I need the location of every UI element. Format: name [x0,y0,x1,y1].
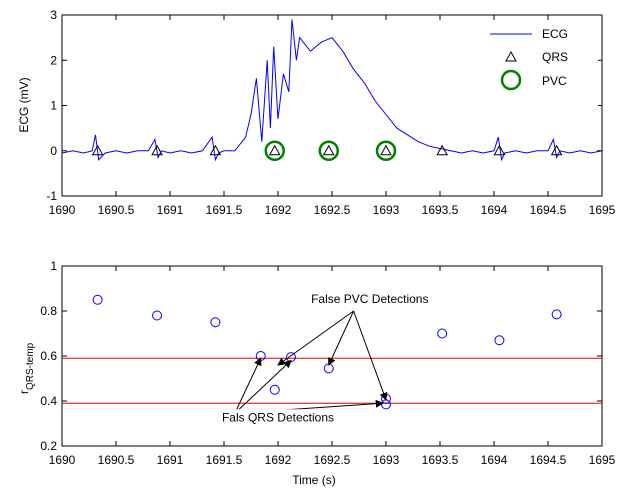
x-tick-label: 1691.5 [206,203,243,217]
y-tick-label: 1 [50,259,57,273]
x-tick-label: 1693.5 [422,203,459,217]
x-tick-label: 1693 [373,453,400,467]
svg-text:rQRS-temp: rQRS-temp [17,342,36,394]
pvc-marker [318,140,340,161]
x-tick-label: 1694 [481,203,508,217]
qrs-marker [209,144,222,156]
y-tick-label: -1 [46,189,57,203]
annotation-arrow [328,310,355,366]
x-tick-label: 1690 [49,203,76,217]
annotation-label: Fals QRS Detections [222,410,334,424]
y-tick-label: 0.8 [40,304,57,318]
annotation-background [219,409,337,426]
pvc-marker [264,140,286,161]
y-tick-label: 0.4 [40,394,57,408]
annotation-arrow [353,310,388,401]
x-tick-label: 1693.5 [422,453,459,467]
legend-pvc-label: PVC [542,74,567,88]
x-tick-label: 1690.5 [98,453,135,467]
qrs-marker [550,144,563,156]
annotation-arrow [234,359,292,414]
correlation-point [551,309,562,320]
y-tick-label: 0.6 [40,349,57,363]
x-tick-label: 1694 [481,453,508,467]
x-tick-label: 1691 [157,453,184,467]
x-tick-label: 1692.5 [314,203,351,217]
pvc-marker [375,140,397,161]
x-tick-label: 1695 [589,203,616,217]
annotation-label: False PVC Detections [311,292,428,306]
qrs-marker [322,144,335,156]
x-tick-label: 1692 [265,203,292,217]
x-tick-label: 1693 [373,203,400,217]
ecg-legend: ECG QRS PVC [482,20,598,112]
correlation-chart: 1690 1690.5 1691 1691.5 1692 1692.5 1693 1693.5… [17,259,616,487]
correlation-point [494,335,505,346]
x-tick-label: 1694.5 [530,203,567,217]
x-tick-label: 1692.5 [314,453,351,467]
ecg-y-axis-label: ECG (mV) [17,77,31,132]
correlation-point [152,310,163,321]
qrs-marker [91,144,104,156]
legend-ecg-label: ECG [542,27,568,41]
qrs-marker [151,144,163,156]
legend-qrs-label: QRS [542,50,568,64]
x-tick-label: 1691.5 [206,453,243,467]
x-tick-label: 1694.5 [530,453,567,467]
legend-qrs-swatch [505,50,517,62]
y-tick-label: 2 [50,53,57,67]
legend-pvc-swatch [500,69,522,91]
annotation-background [309,291,431,308]
ecg-chart: 1690 1690.5 1691 1691.5 1692 1692.5 1693 1693.5… [17,8,616,217]
correlation-point [92,294,103,305]
qrs-marker [380,144,392,156]
x-tick-label: 1690.5 [98,203,135,217]
correlation-point [269,384,280,395]
correlation-point [210,317,221,328]
x-tick-label: 1691 [157,203,184,217]
annotation-arrow [277,310,354,366]
x-axis-label: Time (s) [292,473,336,487]
x-tick-label: 1692 [265,453,292,467]
annotation-arrow [234,357,262,414]
y-tick-label: 3 [50,8,57,22]
y-tick-label: 0 [50,144,57,158]
qrs-marker [268,144,281,156]
y-tick-label: 1 [50,99,57,113]
correlation-y-axis-label: rQRS-temp [17,342,36,394]
x-tick-label: 1690 [49,453,76,467]
y-tick-label: 0.2 [40,439,57,453]
qrs-marker [493,144,506,156]
x-tick-label: 1695 [589,453,616,467]
correlation-point [437,328,448,339]
qrs-marker [436,144,449,156]
